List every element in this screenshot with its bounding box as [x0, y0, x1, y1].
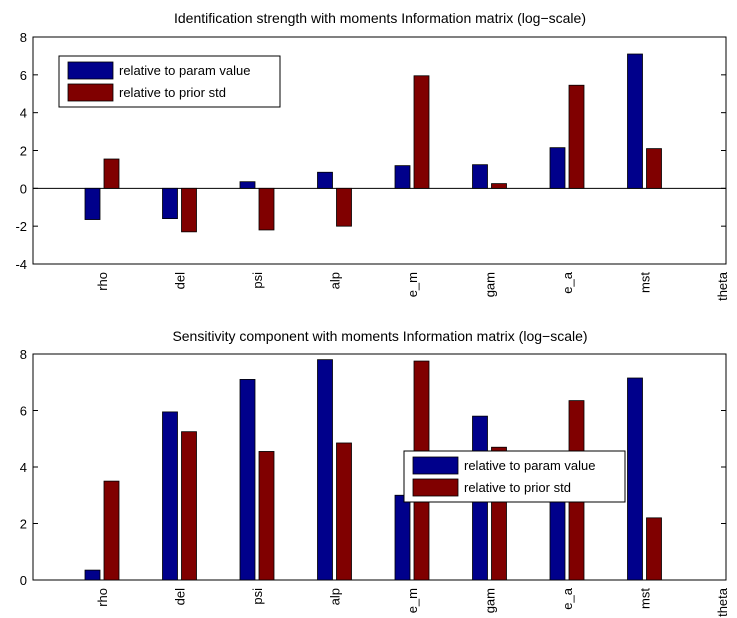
bar-mst-prior-std — [646, 517, 662, 581]
x-category-label: psi — [250, 588, 265, 605]
bar-alp-prior-std — [336, 187, 352, 227]
bar-gam-param-value — [472, 164, 488, 189]
bar-psi-prior-std — [258, 187, 275, 231]
x-category-label: theta — [715, 587, 730, 617]
sensitivity-component-chart: Sensitivity component with moments Infor… — [20, 328, 730, 617]
legend-swatch — [67, 83, 114, 102]
x-category-label: gam — [483, 272, 498, 297]
y-tick-label: 6 — [20, 68, 27, 83]
legend: relative to param value relative to prior… — [58, 55, 281, 108]
bar-alp-param-value — [317, 359, 333, 581]
bar-mst-prior-std — [646, 148, 662, 189]
x-category-label: mst — [638, 588, 653, 609]
x-category-label: rho — [95, 272, 110, 291]
bar-psi-prior-std — [258, 451, 275, 581]
bar-alp-param-value — [317, 171, 333, 189]
y-tick-label: 0 — [20, 573, 27, 588]
x-category-label: e_a — [560, 587, 575, 609]
x-category-label: e_a — [560, 271, 575, 293]
y-tick-label: 4 — [20, 460, 27, 475]
y-tick-label: 2 — [20, 144, 27, 159]
y-tick-label: 6 — [20, 404, 27, 419]
bar-e_m-param-value — [394, 494, 411, 581]
x-category-label: e_m — [405, 272, 420, 297]
y-tick-label: 2 — [20, 517, 27, 532]
y-tick-label: 0 — [20, 181, 27, 196]
chart-title: Identification strength with moments Inf… — [174, 10, 586, 26]
bar-del-prior-std — [181, 187, 197, 233]
x-category-label: theta — [715, 271, 730, 301]
bar-del-param-value — [162, 187, 178, 219]
bar-e_a-prior-std — [568, 84, 585, 189]
x-category-label: e_m — [405, 588, 420, 613]
y-tick-label: 8 — [20, 347, 27, 362]
identification-strength-chart: Identification strength with moments Inf… — [15, 10, 730, 301]
bar-gam-prior-std — [491, 183, 507, 189]
bar-rho-param-value — [84, 569, 101, 581]
legend-entry: relative to param value — [119, 63, 251, 78]
y-tick-label: -2 — [15, 219, 27, 234]
bar-mst-param-value — [627, 377, 643, 581]
x-category-label: gam — [483, 588, 498, 613]
bar-del-prior-std — [181, 431, 197, 581]
x-category-label: del — [173, 588, 188, 605]
y-tick-label: -4 — [15, 257, 27, 272]
y-tick-label: 8 — [20, 30, 27, 45]
x-category-label: del — [173, 272, 188, 289]
legend-swatch — [412, 478, 459, 497]
legend: relative to param value relative to prior… — [403, 450, 626, 503]
y-tick-label: 4 — [20, 106, 27, 121]
bar-psi-param-value — [239, 379, 256, 581]
legend-swatch — [67, 61, 114, 80]
x-category-label: alp — [328, 588, 343, 605]
bar-rho-prior-std — [103, 158, 120, 189]
x-category-label: mst — [638, 272, 653, 293]
bar-rho-param-value — [84, 187, 101, 220]
x-category-label: rho — [95, 588, 110, 607]
bar-del-param-value — [162, 411, 178, 581]
bar-rho-prior-std — [103, 480, 120, 581]
chart-title: Sensitivity component with moments Infor… — [172, 328, 587, 344]
bar-psi-param-value — [239, 181, 256, 189]
bar-e_m-param-value — [394, 165, 411, 189]
bar-mst-param-value — [627, 53, 643, 189]
bar-e_a-param-value — [549, 147, 566, 189]
legend-entry: relative to prior std — [464, 480, 571, 495]
bar-alp-prior-std — [336, 442, 352, 581]
x-category-label: psi — [250, 272, 265, 289]
legend-entry: relative to prior std — [119, 85, 226, 100]
bar-e_m-prior-std — [413, 75, 430, 189]
legend-entry: relative to param value — [464, 458, 596, 473]
legend-swatch — [412, 456, 459, 475]
x-category-label: alp — [328, 272, 343, 289]
